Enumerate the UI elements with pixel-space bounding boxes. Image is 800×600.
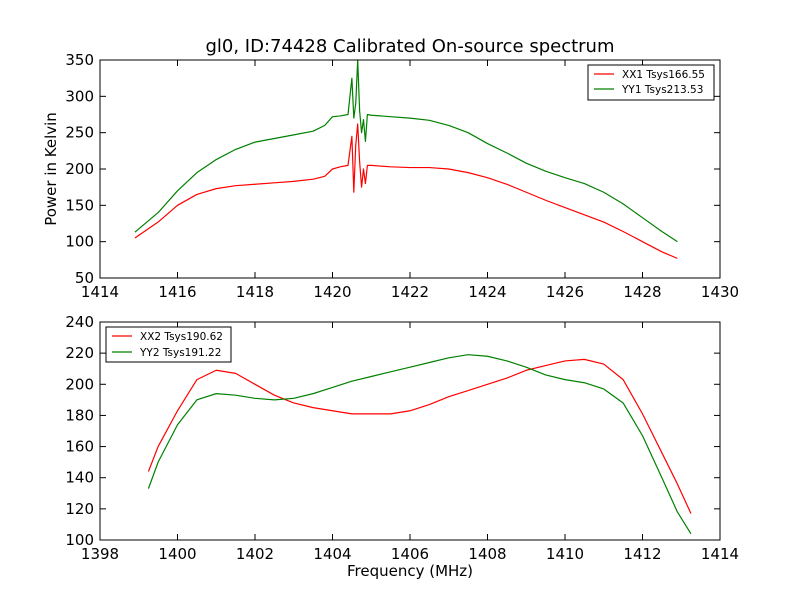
bottom-x-axis-label: Frequency (MHz) <box>347 562 473 580</box>
top-x-tick-label: 1420 <box>313 283 351 301</box>
bottom-y-tick-label: 180 <box>65 406 94 424</box>
bottom-y-tick-label: 120 <box>65 500 94 518</box>
bottom-series-group <box>147 354 692 535</box>
bottom-y-tick-label: 100 <box>65 531 94 549</box>
bottom-x-tick-label: 1400 <box>158 545 196 563</box>
top-y-tick-label: 250 <box>65 124 94 142</box>
top-axes-frame <box>99 59 721 279</box>
legend-label-yy2: YY2 Tsys191.22 <box>139 347 221 359</box>
bottom-x-tick-label: 1406 <box>391 545 429 563</box>
bottom-x-tick-label: 1398 <box>81 545 119 563</box>
top-legend-box <box>587 64 715 101</box>
bottom-y-tick-label: 160 <box>65 438 94 456</box>
top-y-tick-label: 200 <box>65 160 94 178</box>
top-x-tick-label: 1418 <box>236 283 274 301</box>
bottom-axes-frame <box>99 321 721 541</box>
bottom-legend: XX2 Tsys190.62 YY2 Tsys191.22 <box>105 326 232 363</box>
bottom-x-tick-label: 1410 <box>546 545 584 563</box>
series-line-yy2 <box>147 354 692 535</box>
bottom-x-tick-label: 1414 <box>701 545 739 563</box>
top-x-tick-label: 1426 <box>546 283 584 301</box>
bottom-x-tick-label: 1402 <box>236 545 274 563</box>
legend-label-yy1: YY1 Tsys213.53 <box>621 84 703 96</box>
top-x-tick-label: 1424 <box>468 283 506 301</box>
bottom-legend-box <box>105 326 232 363</box>
series-line-yy1 <box>134 59 678 243</box>
bottom-x-tick-label: 1408 <box>468 545 506 563</box>
bottom-x-tick-label: 1404 <box>313 545 351 563</box>
bottom-panel: 1398 1400 1402 1404 1406 1408 1410 1412 1414 100 1… <box>65 313 739 580</box>
chart-title: gl0, ID:74428 Calibrated On-source spect… <box>205 36 614 57</box>
legend-label-xx2: XX2 Tsys190.62 <box>140 331 223 343</box>
top-y-tick-label: 50 <box>75 269 94 287</box>
bottom-y-tick-label: 140 <box>65 469 94 487</box>
top-legend: XX1 Tsys166.55 YY1 Tsys213.53 <box>587 64 715 101</box>
top-panel: gl0, ID:74428 Calibrated On-source spect… <box>42 36 739 301</box>
top-x-tick-label: 1422 <box>391 283 429 301</box>
top-y-tick-label: 300 <box>65 87 94 105</box>
series-line-xx1 <box>134 123 678 259</box>
bottom-y-tick-label: 220 <box>65 344 94 362</box>
bottom-y-tick-label: 240 <box>65 313 94 331</box>
top-series-group <box>134 59 678 259</box>
top-y-axis-label: Power in Kelvin <box>42 112 60 226</box>
bottom-y-tick-label: 200 <box>65 375 94 393</box>
top-x-tick-label: 1428 <box>623 283 661 301</box>
top-x-tick-label: 1416 <box>158 283 196 301</box>
top-axis-ticks: 1414 1416 1418 1420 1422 1424 1426 1428 1430 50 10… <box>65 51 739 301</box>
top-y-tick-label: 100 <box>65 233 94 251</box>
top-y-tick-label: 150 <box>65 196 94 214</box>
top-x-tick-label: 1414 <box>81 283 119 301</box>
series-line-xx2 <box>147 358 692 514</box>
bottom-x-tick-label: 1412 <box>623 545 661 563</box>
top-y-tick-label: 350 <box>65 51 94 69</box>
legend-label-xx1: XX1 Tsys166.55 <box>622 69 705 81</box>
top-x-tick-label: 1430 <box>701 283 739 301</box>
